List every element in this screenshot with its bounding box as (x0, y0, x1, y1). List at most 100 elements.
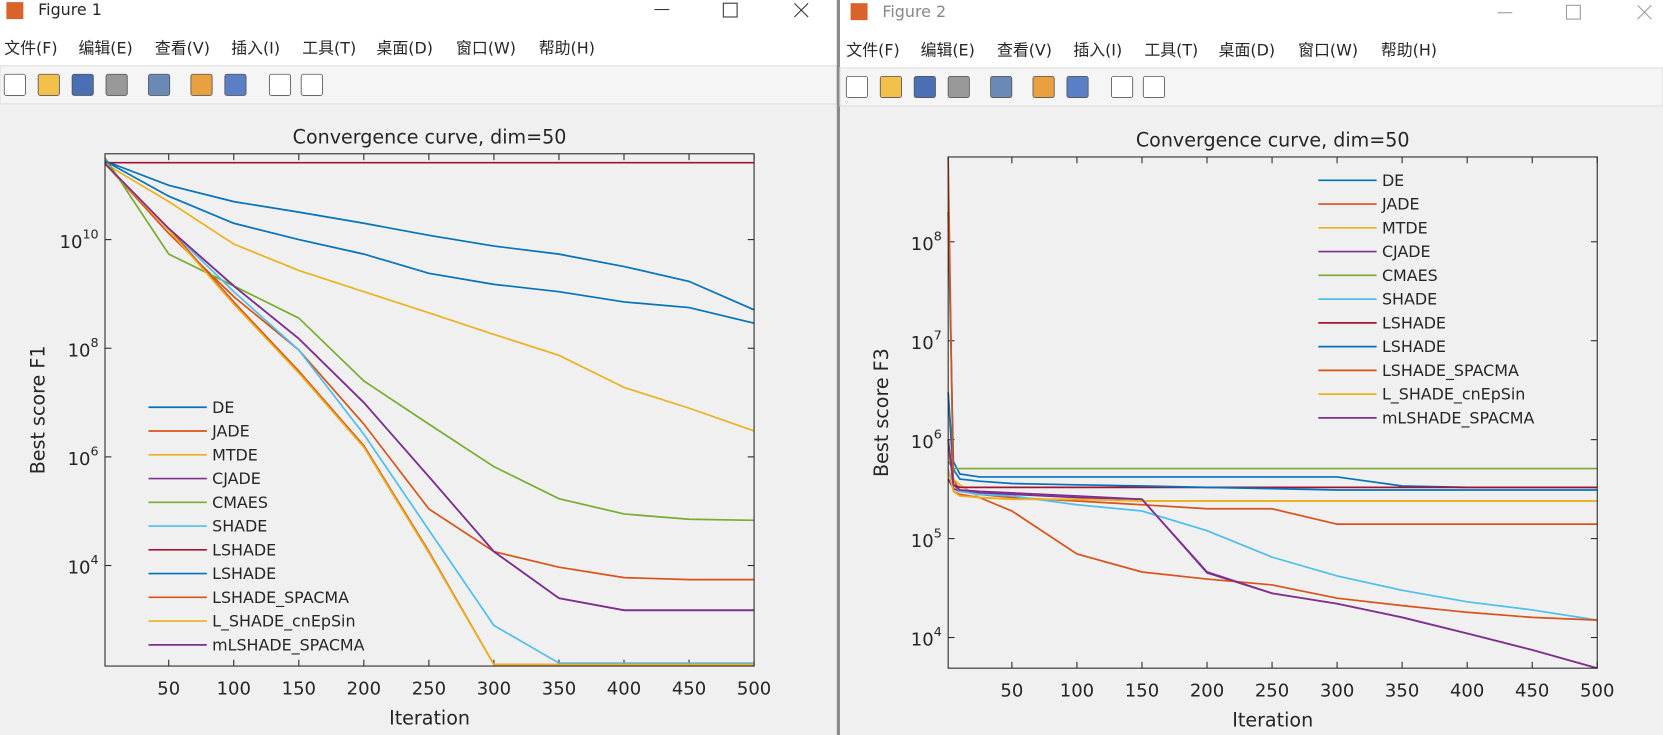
series-line (104, 163, 755, 612)
menu-item[interactable]: 窗口(W) (1298, 40, 1358, 59)
y-tick-label: 108 (911, 228, 942, 255)
x-tick-label: 150 (282, 678, 316, 699)
titlebar-1 (0, 0, 837, 66)
series-line (104, 157, 755, 522)
toolbar-button[interactable] (71, 73, 94, 96)
series-line (104, 160, 755, 324)
maximize-button[interactable] (722, 2, 738, 18)
menu-item[interactable]: 编辑(E) (78, 38, 132, 57)
legend-label: CJADE (212, 469, 261, 488)
legend-label: CMAES (212, 493, 268, 512)
axes-box (947, 156, 1598, 669)
x-tick-label: 400 (1450, 681, 1484, 702)
series-line (104, 160, 755, 311)
y-tick-label: 108 (68, 334, 99, 361)
series-line (104, 163, 755, 664)
legend-label: mLSHADE_SPACMA (1382, 408, 1535, 428)
y-axis-label: Best score F3 (870, 348, 893, 477)
toolbar-button[interactable] (190, 73, 213, 96)
legend-label: MTDE (212, 445, 258, 464)
app-icon (6, 2, 24, 20)
menu-bar: 文件(F) 编辑(E) 查看(V) 插入(I) 工具(T) 桌面(D) 窗口(W) 帮助(H) (4, 38, 595, 57)
legend-label: LSHADE_SPACMA (212, 588, 349, 608)
toolbar-button[interactable] (1032, 75, 1055, 99)
legend-label: MTDE (1382, 218, 1428, 237)
chart: Convergence curve, dim=50 Iteration Best s… (27, 125, 772, 729)
x-tick-label: 400 (607, 678, 641, 699)
menu-item[interactable]: 插入(I) (1073, 40, 1122, 59)
toolbar-icons (3, 73, 323, 96)
toolbar-button[interactable] (990, 75, 1013, 99)
toolbar-button[interactable] (1066, 75, 1089, 99)
chart-title: Convergence curve, dim=50 (293, 125, 567, 148)
menu-item[interactable]: 文件(F) (4, 38, 57, 57)
toolbar-button[interactable] (37, 73, 60, 96)
x-tick-label: 300 (477, 678, 511, 699)
toolbar-button[interactable] (105, 73, 128, 96)
chart: Convergence curve, dim=50 Iteration Best s… (870, 129, 1615, 732)
legend-label: CMAES (1382, 266, 1438, 285)
x-tick-label: 200 (347, 678, 381, 699)
legend-label: DE (212, 398, 234, 417)
x-tick-label: 500 (1580, 681, 1614, 702)
legend-label: LSHADE (212, 540, 276, 559)
legend-label: SHADE (212, 517, 267, 536)
menu-item[interactable]: 文件(F) (846, 40, 899, 59)
close-button[interactable] (1637, 4, 1652, 20)
menu-item[interactable]: 桌面(D) (377, 38, 433, 57)
x-axis-label: Iteration (389, 707, 470, 730)
series-line (104, 163, 755, 666)
menu-item[interactable]: 桌面(D) (1219, 40, 1275, 59)
menu-item[interactable]: 插入(I) (231, 38, 280, 57)
window-divider (836, 0, 840, 735)
maximize-button[interactable] (1565, 4, 1581, 20)
series-line (947, 392, 1598, 491)
x-tick-label: 350 (542, 678, 576, 699)
toolbar-button[interactable] (845, 75, 868, 99)
x-tick-label: 350 (1385, 681, 1419, 702)
plot-area (104, 153, 755, 667)
menu-item[interactable]: 帮助(H) (1381, 40, 1437, 59)
legend-label: LSHADE (1382, 313, 1446, 332)
toolbar-button[interactable] (879, 75, 902, 99)
y-tick-label: 104 (911, 624, 942, 651)
series-line (947, 156, 1598, 621)
menu-item[interactable]: 查看(V) (997, 40, 1052, 59)
series-line (947, 469, 1598, 621)
y-tick-label: 106 (68, 443, 99, 470)
x-tick-label: 450 (672, 678, 706, 699)
legend-label: LSHADE (212, 564, 276, 583)
toolbar-button[interactable] (947, 75, 970, 99)
menu-item[interactable]: 工具(T) (1144, 40, 1198, 59)
menu-item[interactable]: 工具(T) (302, 38, 356, 57)
series-line (947, 461, 1598, 470)
x-tick-label: 250 (1255, 681, 1289, 702)
y-tick-label: 1010 (60, 226, 99, 253)
legend-label: mLSHADE_SPACMA (212, 635, 365, 655)
close-button[interactable] (794, 2, 809, 18)
menu-item[interactable]: 编辑(E) (921, 40, 975, 59)
toolbar-icons (845, 75, 1165, 99)
toolbar-button[interactable] (3, 73, 26, 96)
y-tick-label: 105 (911, 525, 942, 552)
toolbar-button[interactable] (224, 73, 247, 96)
legend-label: DE (1382, 171, 1404, 190)
app-icon (850, 3, 868, 21)
menu-item[interactable]: 帮助(H) (539, 38, 595, 57)
plot-area (948, 156, 1598, 669)
toolbar-button[interactable] (1111, 75, 1134, 99)
window-title: Figure 2 (882, 2, 946, 21)
toolbar-button[interactable] (300, 73, 323, 96)
toolbar-button[interactable] (268, 73, 292, 96)
legend-label: JADE (211, 422, 250, 441)
menu-item[interactable]: 查看(V) (155, 38, 210, 57)
menu-item[interactable]: 窗口(W) (456, 38, 516, 57)
toolbar-button[interactable] (913, 75, 936, 99)
toolbar-button[interactable] (148, 73, 171, 96)
x-tick-label: 250 (412, 678, 446, 699)
x-tick-label: 500 (737, 678, 771, 699)
toolbar-button[interactable] (1142, 75, 1165, 99)
toolbar-1 (0, 65, 838, 105)
legend-label: SHADE (1382, 290, 1437, 309)
x-tick-label: 300 (1320, 681, 1354, 702)
